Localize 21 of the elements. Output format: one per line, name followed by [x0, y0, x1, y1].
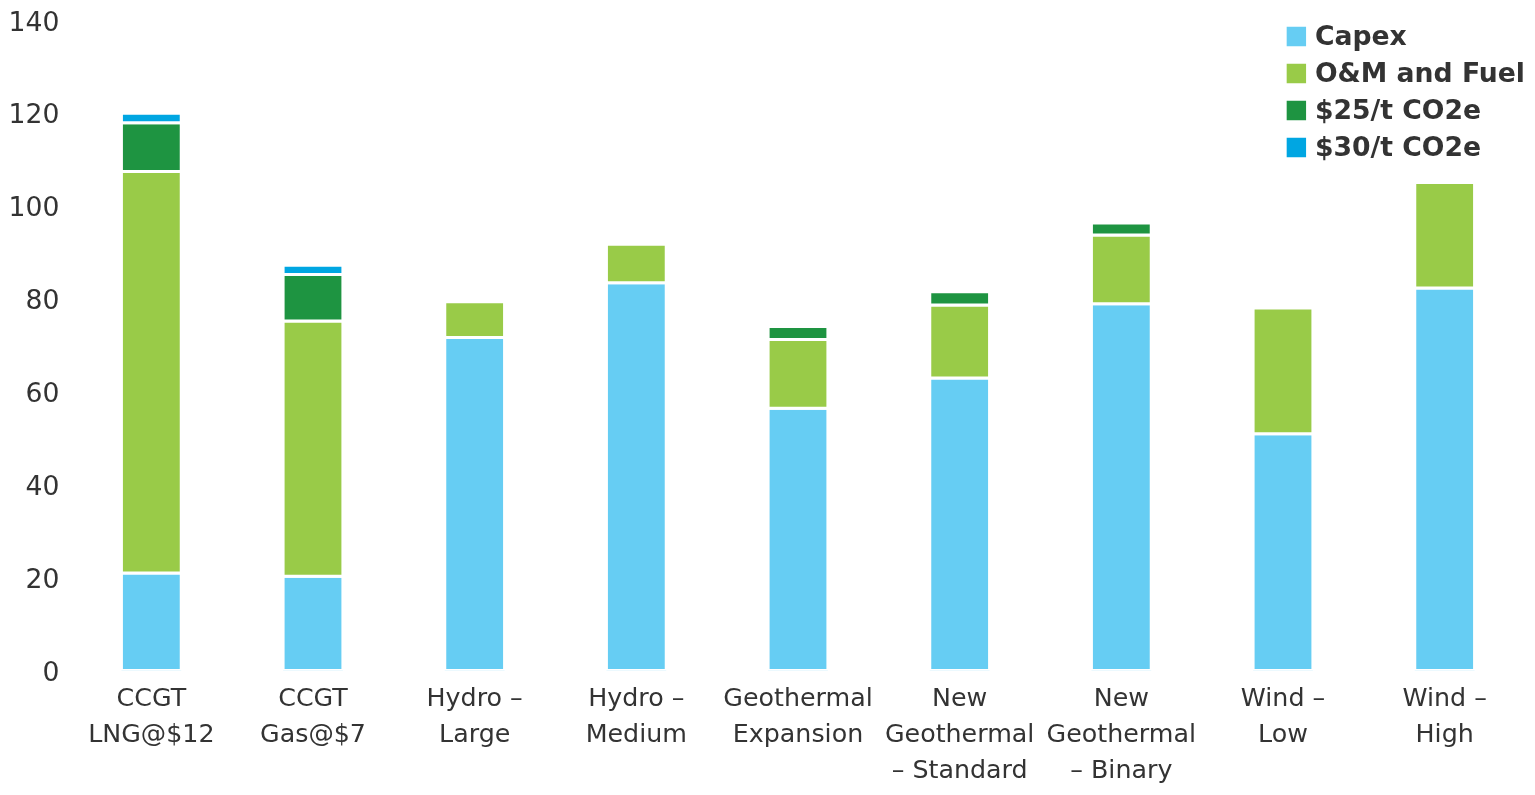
x-tick-label: Hydro – Large [426, 681, 523, 748]
y-tick-label: 60 [25, 376, 60, 408]
legend-label: $25/t CO2e [1314, 94, 1482, 125]
x-tick-label: CCGT Gas@$7 [260, 681, 366, 748]
y-tick-label: 120 [8, 98, 60, 130]
legend-label: $30/t CO2e [1314, 131, 1482, 162]
legend-label: O&M and Fuel [1314, 57, 1525, 88]
x-tick-label: Wind – High [1402, 681, 1487, 748]
x-tick-label: Wind – Low [1240, 681, 1326, 748]
x-tick-label: Geothermal Expansion [723, 681, 873, 748]
x-tick-label: Hydro – Medium [585, 681, 687, 748]
y-tick-label: 0 [42, 655, 60, 687]
x-tick-label: New Geothermal – Binary [1046, 681, 1197, 784]
legend-label: Capex [1314, 20, 1407, 51]
x-tick-label: New Geothermal – Standard [884, 681, 1035, 784]
x-tick-label: CCGT LNG@$12 [88, 681, 215, 748]
y-tick-label: 140 [8, 5, 60, 37]
y-tick-label: 40 [25, 469, 60, 501]
y-tick-label: 80 [25, 284, 60, 316]
y-tick-label: 100 [8, 191, 60, 223]
y-tick-label: 20 [25, 562, 60, 594]
